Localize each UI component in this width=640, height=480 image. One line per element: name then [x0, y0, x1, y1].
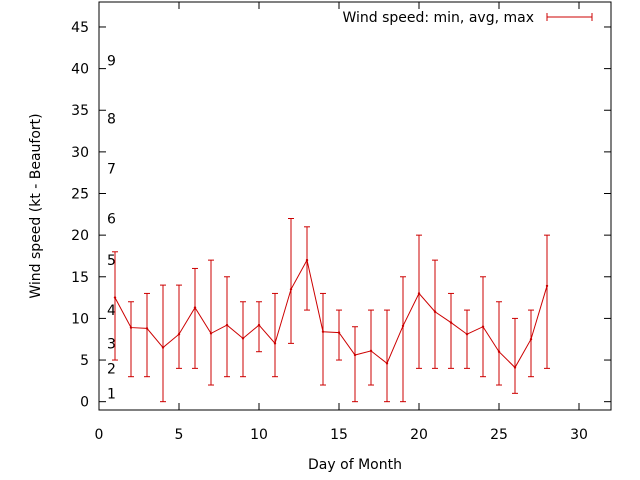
average-point: [481, 325, 485, 328]
x-tick-label: 5: [175, 427, 184, 443]
average-point: [209, 332, 213, 335]
x-tick-label: 15: [330, 427, 348, 443]
plot-frame: [98, 1, 612, 411]
average-point: [129, 326, 133, 329]
average-point: [161, 346, 165, 349]
beaufort-scale: 1 2 3 4 5 6 7 8 9: [107, 53, 116, 402]
average-point: [273, 342, 277, 345]
average-point: [417, 292, 421, 295]
y-tick-label: 40: [71, 62, 89, 78]
average-point: [433, 310, 437, 313]
series-layer: [112, 217, 550, 403]
beaufort-label: 1: [107, 386, 116, 402]
average-point: [465, 333, 469, 336]
y-tick-label: 15: [71, 270, 89, 286]
average-point: [353, 353, 357, 357]
x-tick-label: 30: [570, 427, 588, 443]
y-tick-label: 20: [71, 228, 89, 244]
average-point: [529, 338, 533, 341]
beaufort-label: 6: [107, 211, 116, 227]
beaufort-label: 3: [107, 336, 116, 352]
beaufort-label: 2: [107, 361, 116, 377]
y-tick-label: 30: [71, 145, 89, 161]
average-point: [369, 349, 373, 353]
legend: Wind speed: min, avg, max: [342, 10, 593, 26]
beaufort-label: 5: [107, 253, 116, 269]
average-point: [241, 337, 245, 340]
average-point: [145, 327, 149, 330]
average-point: [225, 323, 229, 327]
x-tick-label: 10: [250, 427, 268, 443]
average-point: [113, 296, 117, 299]
average-point: [337, 331, 341, 334]
y-tick-label: 10: [71, 311, 89, 327]
beaufort-label: 8: [107, 112, 116, 128]
beaufort-label: 7: [107, 162, 116, 178]
average-point: [385, 362, 389, 365]
average-point: [289, 288, 293, 291]
beaufort-label: 9: [107, 53, 116, 69]
x-axis-title: Day of Month: [308, 457, 402, 473]
x-tick-label: 25: [490, 427, 508, 443]
average-point: [497, 350, 501, 353]
average-point: [305, 258, 309, 262]
average-point: [321, 330, 325, 333]
y-tick-label: 25: [71, 187, 89, 203]
y-axis-title: Wind speed (kt - Beaufort): [28, 113, 44, 298]
y-tick-label: 35: [71, 103, 89, 119]
average-point: [545, 284, 549, 288]
beaufort-label: 4: [107, 303, 116, 319]
x-tick-label: 0: [95, 427, 104, 443]
average-point: [257, 323, 261, 327]
y-tick-label: 5: [80, 353, 89, 369]
average-line: [114, 258, 548, 369]
legend-label: Wind speed: min, avg, max: [342, 10, 534, 26]
average-point: [513, 366, 517, 369]
average-point: [193, 306, 197, 309]
average-point: [449, 321, 453, 324]
average-point: [401, 324, 405, 328]
average-point: [177, 333, 181, 336]
x-tick-label: 20: [410, 427, 428, 443]
y-tick-label: 0: [80, 395, 89, 411]
y-tick-label: 45: [71, 20, 89, 36]
